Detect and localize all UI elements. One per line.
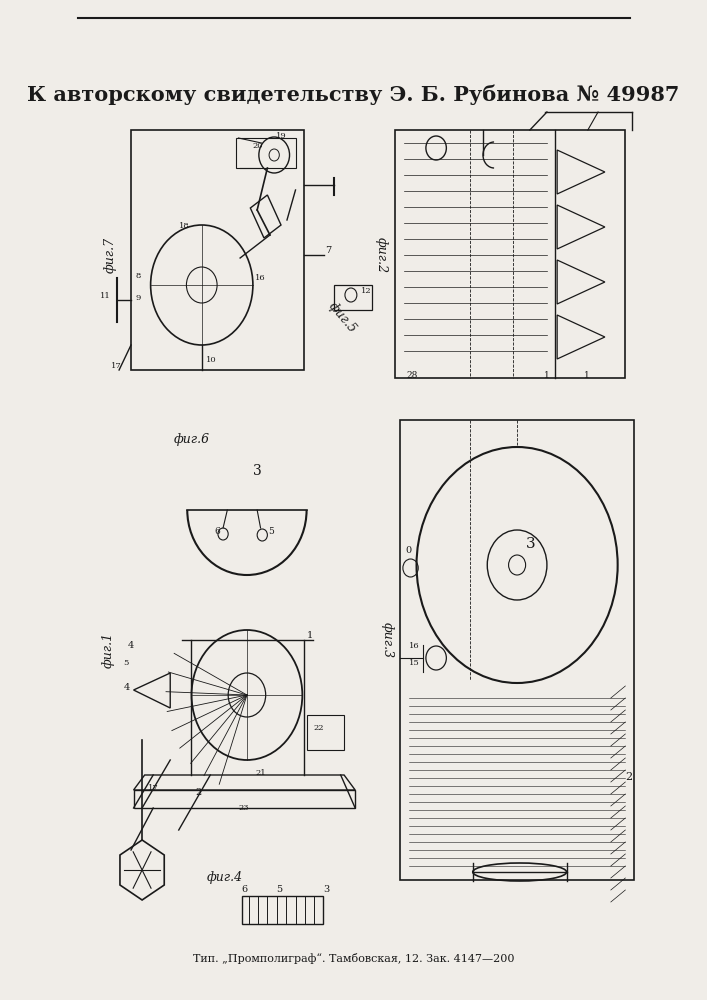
Text: 9: 9: [135, 294, 141, 302]
Text: 5: 5: [276, 885, 282, 894]
Text: 2: 2: [196, 788, 202, 797]
Text: 21: 21: [255, 769, 266, 777]
Text: фиг.4: фиг.4: [206, 871, 243, 884]
Text: 6: 6: [214, 527, 221, 536]
Text: фиг.2: фиг.2: [374, 237, 387, 273]
Text: фиг.6: фиг.6: [173, 434, 209, 446]
Text: 3: 3: [253, 464, 262, 478]
Text: 16: 16: [255, 274, 265, 282]
Text: 1: 1: [585, 371, 590, 380]
Text: 2: 2: [625, 772, 633, 782]
Text: 12: 12: [361, 287, 372, 295]
Text: 4: 4: [123, 683, 129, 692]
Text: 23: 23: [238, 804, 249, 812]
Text: 17: 17: [148, 784, 159, 792]
Text: 7: 7: [325, 246, 332, 255]
Text: К авторскому свидетельству Э. Б. Рубинова № 49987: К авторскому свидетельству Э. Б. Рубинов…: [28, 85, 679, 105]
Text: 10: 10: [206, 356, 216, 364]
Text: 28: 28: [407, 371, 418, 380]
Text: 16: 16: [409, 642, 419, 650]
Text: фиг.1: фиг.1: [102, 632, 115, 668]
Text: 0: 0: [405, 546, 411, 555]
Text: 6: 6: [242, 885, 248, 894]
Text: 3: 3: [324, 885, 330, 894]
Text: фиг.5: фиг.5: [326, 300, 359, 336]
Text: 1: 1: [307, 631, 312, 640]
Text: 19: 19: [276, 132, 286, 140]
Text: 1: 1: [544, 371, 550, 380]
Text: 18: 18: [179, 222, 189, 230]
Text: 5: 5: [123, 659, 129, 667]
Text: 15: 15: [409, 659, 420, 667]
Text: 5: 5: [268, 527, 274, 536]
Text: фиг.7: фиг.7: [104, 237, 117, 273]
Text: 8: 8: [135, 272, 141, 280]
Text: 17: 17: [110, 362, 122, 370]
Text: 22: 22: [313, 724, 324, 732]
Text: 3: 3: [525, 537, 535, 551]
Text: Тип. „Промполиграф“. Тамбовская, 12. Зак. 4147—200: Тип. „Промполиграф“. Тамбовская, 12. Зак…: [193, 952, 514, 964]
Text: фиг.3: фиг.3: [381, 622, 394, 658]
Text: 20: 20: [253, 142, 264, 150]
Text: 4: 4: [127, 641, 134, 650]
Text: 11: 11: [100, 292, 110, 300]
